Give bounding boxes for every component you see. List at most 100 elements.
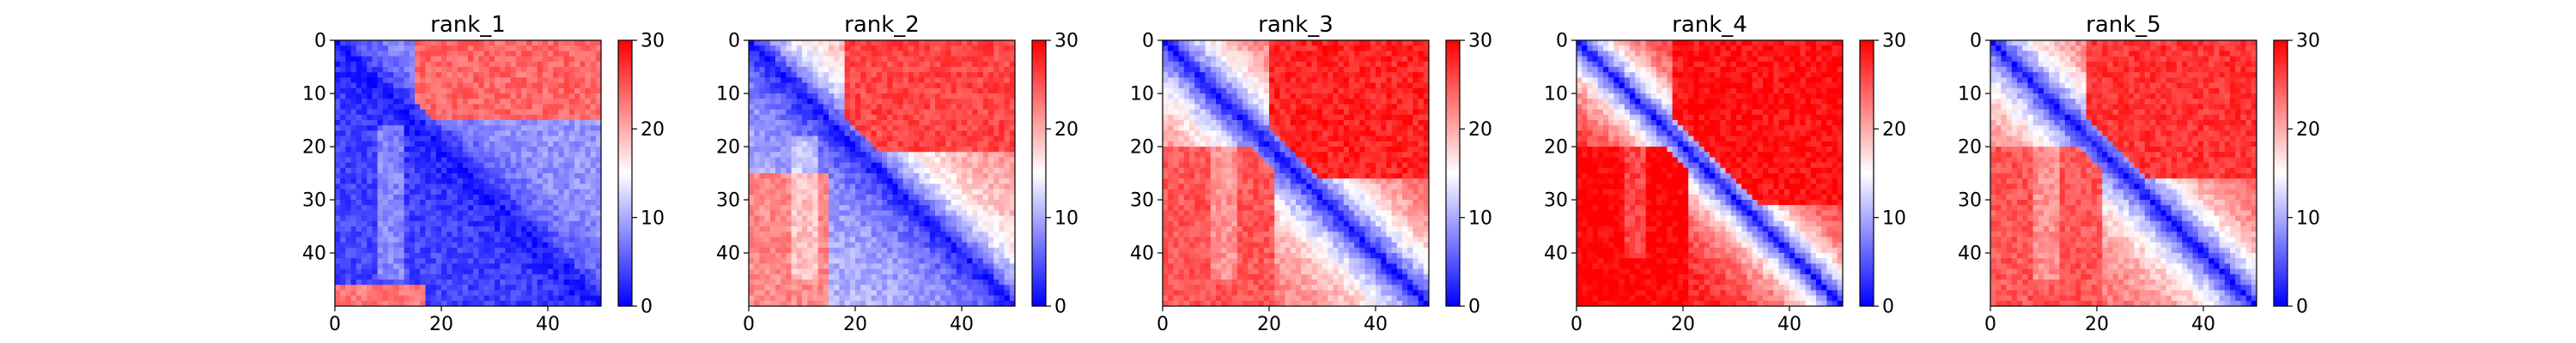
heatmap-cell xyxy=(866,280,872,286)
heatmap-cell xyxy=(521,130,527,136)
y-tick-label: 10 xyxy=(302,84,326,105)
heatmap-cell xyxy=(340,226,346,232)
heatmap-cell xyxy=(430,200,437,206)
heatmap-cell xyxy=(812,220,818,227)
heatmap-cell xyxy=(590,61,597,68)
heatmap-cell xyxy=(462,147,469,153)
heatmap-cell xyxy=(388,285,394,291)
heatmap-cell xyxy=(945,104,951,110)
heatmap-cell xyxy=(532,280,538,286)
heatmap-cell xyxy=(345,247,351,254)
heatmap-cell xyxy=(574,51,580,57)
heatmap-cell xyxy=(574,237,580,243)
heatmap-cell xyxy=(462,268,469,275)
heatmap-cell xyxy=(580,210,586,216)
heatmap-cell xyxy=(590,82,597,89)
heatmap-cell xyxy=(585,237,591,243)
heatmap-cell xyxy=(807,93,813,99)
heatmap-cell xyxy=(982,141,989,147)
heatmap-cell xyxy=(956,290,963,296)
heatmap-cell xyxy=(1004,157,1011,163)
heatmap-cell xyxy=(929,184,936,190)
heatmap-cell xyxy=(441,125,447,131)
heatmap-cell xyxy=(796,237,803,243)
heatmap-cell xyxy=(500,45,506,51)
heatmap-cell xyxy=(855,56,861,63)
heatmap-cell xyxy=(568,295,575,302)
heatmap-cell xyxy=(924,167,931,174)
heatmap-cell xyxy=(462,247,469,254)
heatmap-cell xyxy=(388,263,394,269)
heatmap-cell xyxy=(574,167,580,174)
heatmap-cell xyxy=(802,194,808,201)
heatmap-cell xyxy=(786,87,792,94)
heatmap-cell xyxy=(812,184,818,190)
heatmap-cell xyxy=(500,152,506,158)
heatmap-cell xyxy=(972,253,978,259)
heatmap-cell xyxy=(468,274,474,280)
heatmap-cell xyxy=(495,130,501,136)
heatmap-cell xyxy=(876,87,883,94)
heatmap-cell xyxy=(807,125,813,131)
heatmap-cell xyxy=(802,120,808,126)
heatmap-cell xyxy=(823,141,829,147)
panel-title: rank_1 xyxy=(430,12,506,38)
heatmap-cell xyxy=(764,109,771,116)
heatmap-cell xyxy=(415,51,421,57)
heatmap-cell xyxy=(574,205,580,211)
heatmap-cell xyxy=(823,205,829,211)
heatmap-cell xyxy=(993,72,999,78)
heatmap-cell xyxy=(462,200,469,206)
heatmap-cell xyxy=(999,67,1005,73)
heatmap-cell xyxy=(860,56,866,63)
heatmap-cell xyxy=(409,215,416,222)
heatmap-cell xyxy=(580,114,586,121)
heatmap-cell xyxy=(404,205,410,211)
heatmap-cell xyxy=(409,147,416,153)
heatmap-cell xyxy=(590,114,597,121)
heatmap-cell xyxy=(595,120,602,126)
heatmap-cell xyxy=(350,242,357,249)
heatmap-cell xyxy=(425,237,431,243)
heatmap-cell xyxy=(462,162,469,169)
heatmap-cell xyxy=(908,87,914,94)
heatmap-cell xyxy=(764,141,771,147)
heatmap-cell xyxy=(489,40,495,46)
heatmap-cell xyxy=(500,135,506,142)
heatmap-cell xyxy=(483,67,490,73)
heatmap-cell xyxy=(415,152,421,158)
heatmap-cell xyxy=(962,232,968,238)
heatmap-cell xyxy=(377,184,384,190)
heatmap-cell xyxy=(483,130,490,136)
heatmap-cell xyxy=(393,56,399,63)
heatmap-cell xyxy=(902,104,909,110)
heatmap-cell xyxy=(457,242,464,249)
heatmap-cell xyxy=(759,82,765,89)
heatmap-cell xyxy=(908,226,914,232)
heatmap-cell xyxy=(962,67,968,73)
heatmap-cell xyxy=(999,72,1005,78)
heatmap-cell xyxy=(393,61,399,68)
heatmap-cell xyxy=(887,178,893,184)
heatmap-cell xyxy=(860,237,866,243)
heatmap-cell xyxy=(935,263,941,269)
heatmap-cell xyxy=(447,51,453,57)
heatmap-cell xyxy=(595,253,602,259)
heatmap-cell xyxy=(404,274,410,280)
heatmap-cell xyxy=(452,99,458,105)
heatmap-cell xyxy=(956,205,963,211)
heatmap-cell xyxy=(849,280,856,286)
heatmap-cell xyxy=(526,178,532,184)
heatmap-cell xyxy=(537,77,544,83)
heatmap-cell xyxy=(404,167,410,174)
heatmap-cell xyxy=(462,77,469,83)
heatmap-cell xyxy=(483,215,490,222)
heatmap-cell xyxy=(495,258,501,264)
heatmap-cell xyxy=(929,247,936,254)
heatmap-cell xyxy=(537,45,544,51)
heatmap-cell xyxy=(425,157,431,163)
heatmap-cell xyxy=(812,40,818,46)
heatmap-cell xyxy=(478,194,484,201)
heatmap-cell xyxy=(754,72,760,78)
heatmap-cell xyxy=(908,99,914,105)
